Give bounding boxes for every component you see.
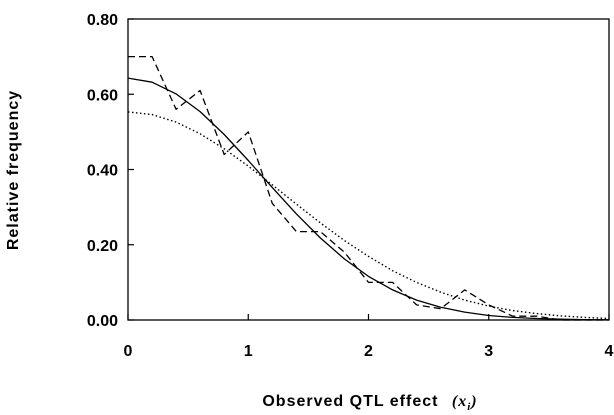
y-tick-label: 0.80 [87, 12, 118, 29]
series-line-dashed [128, 55, 609, 321]
series-lines [127, 55, 610, 321]
y-tick-label: 0.00 [87, 313, 118, 330]
x-tick-label: 3 [484, 343, 493, 360]
x-axis-ticks: 0 1 2 3 4 [124, 314, 614, 360]
x-axis-title-subscript: i [467, 401, 471, 413]
x-tick-label: 1 [244, 343, 253, 360]
series-line-solid [127, 77, 610, 321]
x-axis-title-close: ) [469, 393, 477, 410]
x-axis-title: Observed QTL effect (xi) [262, 393, 477, 413]
y-tick-label: 0.20 [87, 238, 118, 255]
y-tick-label: 0.60 [87, 87, 118, 104]
x-axis-title-variable: (x [452, 393, 467, 410]
x-axis-title-text: Observed QTL effect [262, 393, 438, 410]
y-axis-ticks: 0.00 0.20 0.40 0.60 0.80 [87, 12, 134, 330]
plot-frame [127, 18, 610, 321]
x-tick-label: 4 [605, 343, 614, 360]
x-tick-label: 0 [124, 343, 133, 360]
y-axis-title: Relative frequency [5, 90, 22, 250]
x-tick-label: 2 [364, 343, 373, 360]
y-tick-label: 0.40 [87, 163, 118, 180]
series-line-dotted [127, 111, 610, 320]
